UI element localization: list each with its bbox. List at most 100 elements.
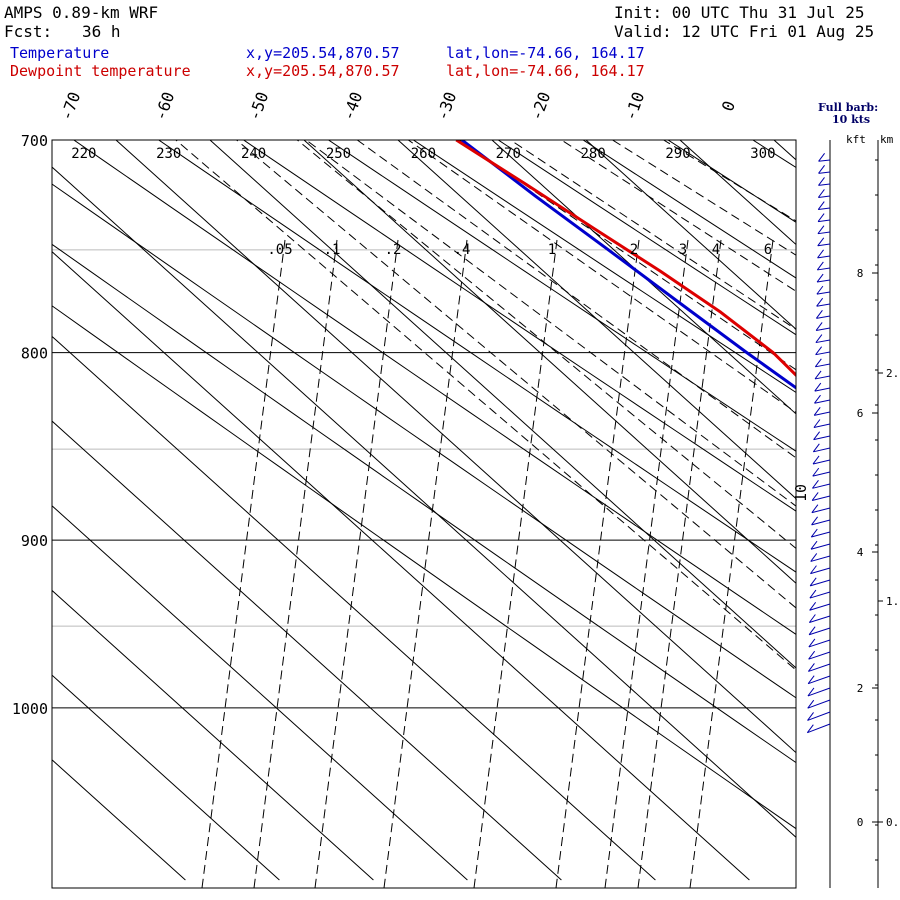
dry-adiabat <box>696 0 900 860</box>
wind-barb <box>814 375 831 380</box>
mixing-ratio-label: 2 <box>630 242 638 258</box>
forecast-label: Fcst: <box>4 22 53 41</box>
wind-barb <box>814 399 831 404</box>
wind-barb <box>818 195 831 198</box>
isotherm <box>834 0 900 880</box>
isotherm-label: -30 <box>433 89 461 123</box>
forecast-hours: 36 h <box>82 22 121 41</box>
wind-barb <box>810 567 831 575</box>
wind-barb <box>817 231 831 235</box>
wind-barb <box>810 579 831 587</box>
isotherm <box>52 420 562 881</box>
wind-barb-flag <box>807 687 815 697</box>
mixing-ratio-label: 4 <box>712 242 720 258</box>
dry-adiabat <box>52 243 796 764</box>
wind-barb-flag <box>813 419 821 428</box>
dry-adiabat <box>497 140 796 336</box>
wind-barb <box>808 675 831 685</box>
legend-dewpoint-latlon: lat,lon=-74.66, 164.17 <box>446 62 645 80</box>
kft-tick-label: 6 <box>857 407 864 420</box>
kft-tick-label: 8 <box>857 267 864 280</box>
wind-barb-flag <box>813 407 821 416</box>
mixing-ratio-line <box>473 239 558 888</box>
isotherm <box>115 140 796 754</box>
wind-barb <box>818 207 831 211</box>
mixing-ratio-line <box>604 239 689 888</box>
pressure-label: 800 <box>21 345 48 363</box>
dry-adiabat-label: 230 <box>156 146 181 162</box>
dry-adiabat <box>52 305 796 830</box>
dry-adiabat-label: 240 <box>241 146 266 162</box>
isotherm <box>491 140 796 415</box>
pressure-label: 900 <box>21 532 48 550</box>
moist-adiabat <box>296 140 796 550</box>
mixing-ratio-label: .4 <box>454 242 471 258</box>
dewpoint-trace <box>455 140 796 378</box>
wind-barb-flag <box>812 480 819 489</box>
wind-barbs <box>806 140 831 888</box>
wind-barb-flag <box>815 334 823 343</box>
wind-barb <box>807 723 831 734</box>
isotherm-label: 0 <box>718 98 739 114</box>
pressure-label: 1000 <box>12 700 48 718</box>
wind-barb-flag <box>817 189 825 198</box>
wind-barb <box>818 171 831 174</box>
isotherm <box>209 140 796 669</box>
wind-barb <box>817 243 831 247</box>
mixing-ratio-line <box>637 239 722 888</box>
mixing-ratio-label: .1 <box>324 242 341 258</box>
wind-barb-flag <box>816 285 824 295</box>
mixing-ratio-line <box>689 239 774 888</box>
wind-barb-flag <box>809 577 817 587</box>
mixing-ratio-line <box>314 239 399 888</box>
wind-barb-flag <box>808 626 816 636</box>
isotherm <box>52 166 796 838</box>
wind-barb <box>813 423 831 428</box>
wind-barb <box>808 639 831 648</box>
mixing-ratio-label: 3 <box>679 242 687 258</box>
legend-temperature-latlon: lat,lon=-74.66, 164.17 <box>446 44 645 62</box>
wind-barb-flag <box>817 249 824 259</box>
wind-barb <box>807 687 831 697</box>
wind-barb <box>812 471 831 477</box>
mixing-ratio-line <box>253 239 338 888</box>
wind-barb <box>810 555 831 562</box>
wind-barb-flag <box>817 237 825 247</box>
dry-adiabat <box>327 140 796 452</box>
wind-barb-flag <box>818 152 825 162</box>
km-label: km <box>880 133 894 146</box>
kft-tick-label: 0 <box>857 816 864 829</box>
mixing-ratio-label: .2 <box>385 242 402 258</box>
wind-barb-flag <box>807 675 815 684</box>
dry-adiabat <box>157 140 796 573</box>
wind-barb <box>816 303 831 307</box>
moist-adiabat <box>305 140 796 507</box>
valid-time: Valid: 12 UTC Fri 01 Aug 25 <box>614 22 875 41</box>
wind-barb <box>818 219 831 223</box>
wind-barb-flag <box>817 225 825 234</box>
wind-barb-flag <box>814 382 822 392</box>
wind-barb <box>809 603 831 611</box>
wind-barb <box>807 711 831 721</box>
moist-adiabat <box>662 140 796 222</box>
sounding-traces <box>455 140 796 390</box>
dry-adiabat <box>242 140 796 512</box>
wind-barb <box>814 387 831 392</box>
wind-barb <box>816 291 831 295</box>
wind-barb <box>813 447 831 453</box>
wind-barb <box>811 519 831 526</box>
dry-adiabat-label: 260 <box>411 146 436 162</box>
wind-barb-flag <box>810 565 817 574</box>
wind-key-line2: 10 kts <box>832 113 871 126</box>
wind-barb-flag <box>808 614 816 623</box>
wind-barb-flag <box>808 638 816 648</box>
dry-adiabat <box>778 0 900 860</box>
wind-barb-flag <box>812 467 820 477</box>
wind-barb-flag <box>817 213 825 222</box>
wind-barb <box>810 543 831 550</box>
model-title: AMPS 0.89-km WRF <box>4 3 159 22</box>
legend-dewpoint-name: Dewpoint temperature <box>10 62 191 80</box>
wind-key-line1: Full barb: <box>818 101 879 114</box>
isotherm-label: -20 <box>527 89 555 123</box>
